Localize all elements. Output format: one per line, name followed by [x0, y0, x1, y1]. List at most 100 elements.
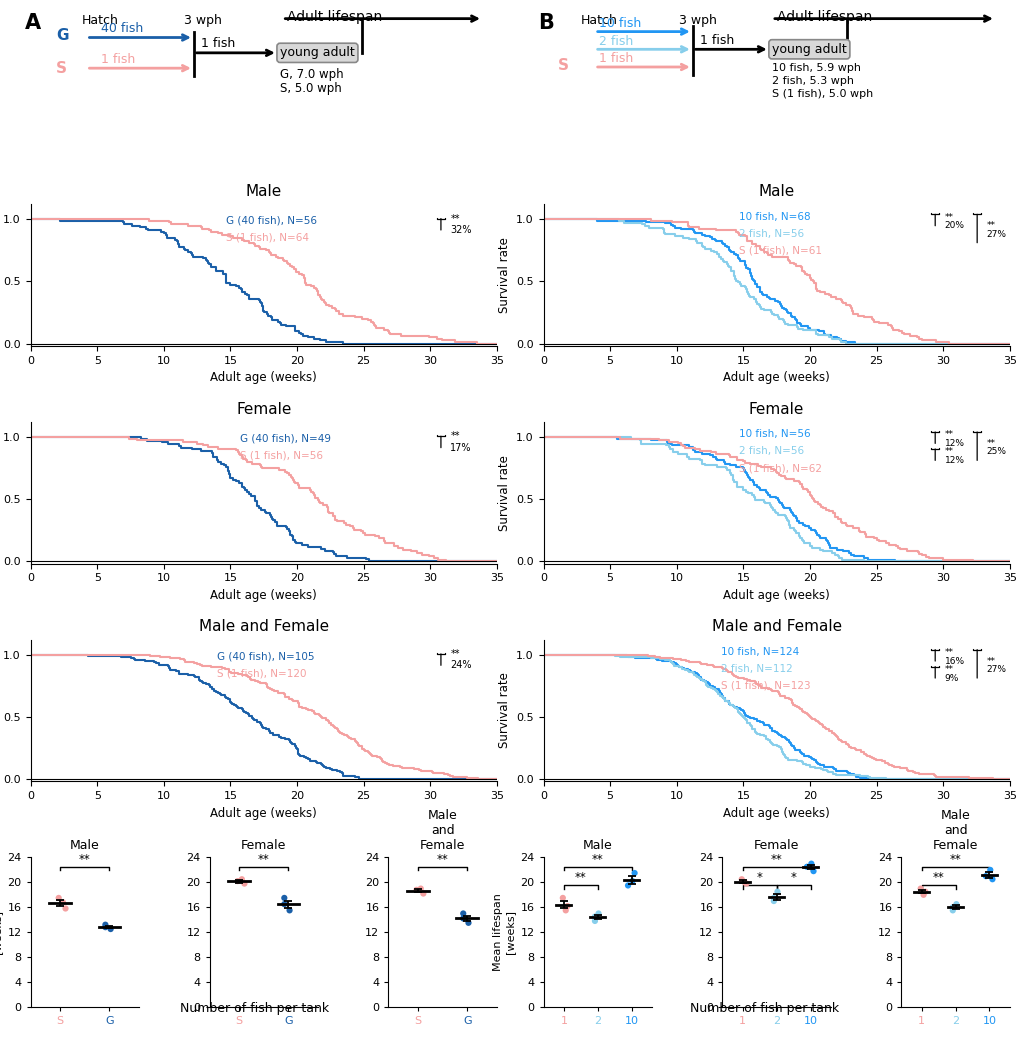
Text: **: **: [449, 649, 460, 659]
Text: S (1 fish), N=120: S (1 fish), N=120: [217, 668, 307, 678]
Point: [944, 899, 960, 916]
Point: [57, 900, 73, 917]
Text: S (1 fish), N=56: S (1 fish), N=56: [240, 450, 323, 461]
Text: **: **: [944, 665, 953, 674]
Text: S (1 fish), N=64: S (1 fish), N=64: [226, 233, 309, 243]
Point: [983, 871, 1000, 887]
Text: S (1 fish), N=123: S (1 fish), N=123: [720, 681, 809, 691]
Point: [768, 883, 785, 900]
X-axis label: Adult age (weeks): Adult age (weeks): [210, 372, 317, 384]
Text: **: **: [985, 439, 995, 447]
Point: [977, 868, 994, 884]
Text: **: **: [944, 431, 953, 439]
Text: 1 fish: 1 fish: [599, 52, 633, 64]
Text: 16%: 16%: [944, 656, 964, 665]
Point: [554, 890, 571, 906]
Text: **: **: [258, 852, 269, 866]
Text: 24%: 24%: [449, 660, 472, 671]
Text: S: S: [557, 58, 568, 74]
Title: Male
and
Female: Male and Female: [420, 809, 465, 852]
Text: 17%: 17%: [449, 442, 472, 453]
Text: 2 fish, N=112: 2 fish, N=112: [720, 664, 792, 674]
Text: 1 fish: 1 fish: [101, 53, 135, 65]
Point: [276, 896, 292, 912]
Text: Number of fish per tank: Number of fish per tank: [690, 1002, 839, 1015]
Text: B: B: [537, 12, 553, 33]
Text: G (40 fish), N=56: G (40 fish), N=56: [226, 216, 317, 226]
Point: [460, 914, 476, 931]
Point: [281, 902, 298, 919]
Y-axis label: Mean lifespan
[weeks]: Mean lifespan [weeks]: [492, 894, 515, 972]
Text: 20%: 20%: [944, 221, 964, 230]
Text: *: *: [756, 871, 762, 884]
Y-axis label: Survival rate: Survival rate: [497, 673, 511, 748]
Text: 2 fish, N=56: 2 fish, N=56: [739, 446, 804, 456]
Text: 12%: 12%: [944, 439, 964, 447]
X-axis label: Adult age (weeks): Adult age (weeks): [722, 807, 829, 820]
Text: S, 5.0 wph: S, 5.0 wph: [280, 82, 341, 95]
Text: 10 fish, N=68: 10 fish, N=68: [739, 212, 810, 221]
Point: [97, 919, 113, 935]
Text: G: G: [56, 28, 68, 43]
Text: 10 fish, N=124: 10 fish, N=124: [720, 647, 798, 657]
X-axis label: Adult age (weeks): Adult age (weeks): [722, 589, 829, 602]
Text: **: **: [985, 221, 995, 230]
Text: Hatch: Hatch: [580, 13, 618, 27]
Text: G (40 fish), N=105: G (40 fish), N=105: [217, 651, 314, 661]
Text: **: **: [591, 852, 603, 866]
Text: 40 fish: 40 fish: [101, 22, 143, 35]
Text: G, 7.0 wph: G, 7.0 wph: [280, 69, 343, 81]
Text: 2 fish, 5.3 wph: 2 fish, 5.3 wph: [771, 77, 853, 86]
Point: [558, 898, 575, 914]
Text: **: **: [944, 213, 953, 222]
Text: Adult lifespan: Adult lifespan: [775, 10, 871, 24]
Title: Male
and
Female: Male and Female: [932, 809, 977, 852]
Point: [586, 908, 602, 925]
Text: **: **: [944, 447, 953, 457]
Title: Male and Female: Male and Female: [199, 620, 328, 634]
Point: [590, 905, 606, 922]
Text: S (1 fish), 5.0 wph: S (1 fish), 5.0 wph: [771, 89, 872, 100]
Text: **: **: [449, 431, 460, 441]
Y-axis label: Mean lifespan
[weeks]: Mean lifespan [weeks]: [0, 894, 2, 972]
Point: [586, 912, 602, 929]
Point: [102, 921, 118, 937]
Point: [236, 875, 253, 892]
X-axis label: Adult age (weeks): Adult age (weeks): [722, 372, 829, 384]
Title: Male and Female: Male and Female: [711, 620, 841, 634]
Point: [914, 886, 930, 903]
Text: 10 fish: 10 fish: [599, 17, 641, 30]
Point: [454, 905, 471, 922]
X-axis label: Adult age (weeks): Adult age (weeks): [210, 589, 317, 602]
Text: 27%: 27%: [985, 665, 1006, 674]
Text: **: **: [770, 852, 782, 866]
Point: [765, 893, 782, 909]
Point: [557, 902, 574, 919]
Title: Male: Male: [246, 184, 281, 199]
Point: [626, 865, 642, 881]
Point: [454, 910, 471, 927]
Text: 2 fish: 2 fish: [599, 34, 633, 48]
Text: S (1 fish), N=62: S (1 fish), N=62: [739, 463, 821, 473]
Point: [276, 890, 292, 906]
Text: 1 fish: 1 fish: [699, 34, 734, 47]
Text: 1 fish: 1 fish: [201, 37, 234, 50]
Text: Adult lifespan: Adult lifespan: [286, 10, 382, 24]
Text: **: **: [575, 871, 586, 884]
Point: [413, 880, 429, 897]
Point: [415, 885, 431, 902]
Text: **: **: [944, 648, 953, 657]
Point: [798, 858, 814, 875]
Point: [912, 880, 928, 897]
Title: Female: Female: [753, 839, 799, 852]
X-axis label: Adult age (weeks): Adult age (weeks): [210, 807, 317, 820]
Text: young adult: young adult: [280, 47, 355, 59]
Text: **: **: [949, 852, 961, 866]
Text: young adult: young adult: [771, 43, 846, 56]
Point: [805, 863, 821, 879]
Point: [802, 855, 818, 872]
Text: 3 wph: 3 wph: [678, 13, 716, 27]
Text: **: **: [931, 871, 944, 884]
Point: [948, 896, 964, 912]
Text: 10 fish, N=56: 10 fish, N=56: [739, 429, 810, 439]
